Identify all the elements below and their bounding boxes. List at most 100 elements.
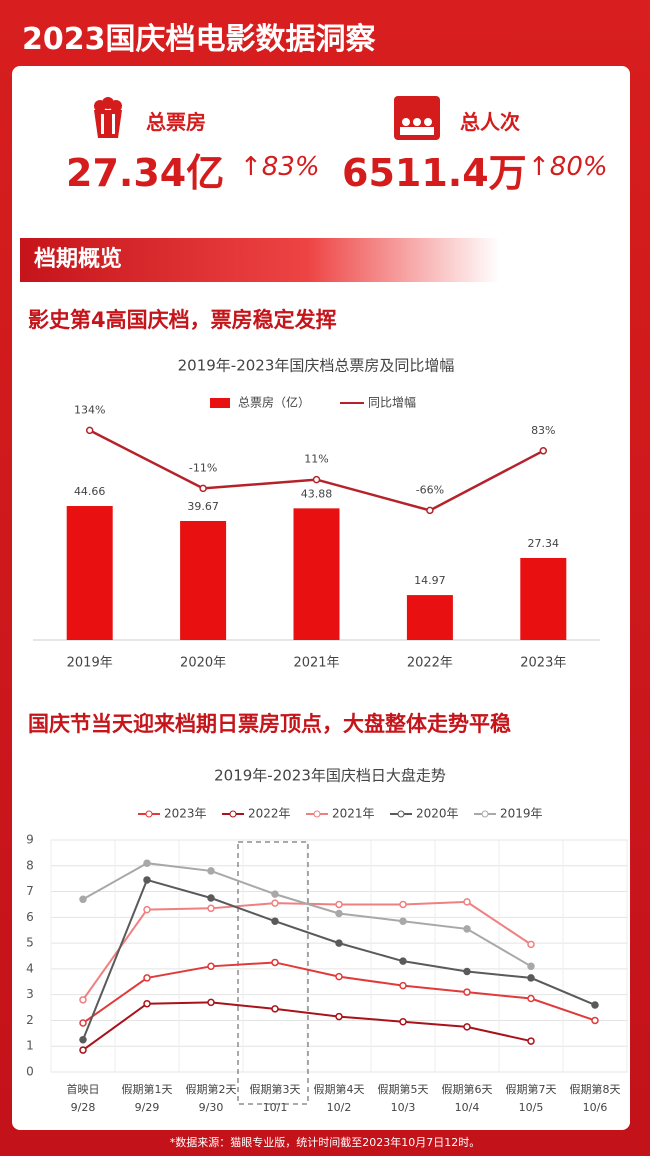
line-point [539, 447, 548, 455]
data-label: 43.88 [301, 487, 333, 500]
line-point [143, 876, 151, 884]
section-header: 档期概览 [20, 238, 500, 282]
line-point [527, 994, 535, 1003]
bar [180, 520, 227, 640]
line-point [591, 1001, 599, 1009]
kpi-change: ↑83% [240, 152, 320, 182]
line-point [463, 988, 471, 996]
popcorn-icon [94, 97, 122, 138]
x-date-label: 10/6 [583, 1101, 608, 1114]
line [82, 862, 532, 968]
line-point [271, 899, 279, 907]
data-label: 39.67 [187, 500, 219, 513]
data-label: 14.97 [414, 574, 446, 587]
line-point [143, 999, 151, 1008]
kpi-change: ↑80% [528, 152, 608, 182]
line-point [143, 974, 151, 982]
line-point [527, 1037, 535, 1045]
theater-icon [394, 96, 440, 140]
legend-label: 2021年 [332, 807, 375, 821]
line-chart: 2019年-2023年国庆档日大盘走势 0 1 2 3 4 5 6 7 8 9 首映日 9/28 假期第1… [26, 767, 628, 1114]
x-tick-label: 2023年 [520, 656, 566, 671]
y-tick-label: 3 [26, 987, 34, 1001]
page-title: 2023国庆档电影数据洞察 [22, 22, 376, 57]
legend-swatch [210, 398, 230, 408]
line-point [85, 426, 94, 435]
line-point [143, 905, 151, 914]
x-date-label: 10/3 [391, 1101, 416, 1114]
y-tick-label: 0 [26, 1065, 34, 1079]
line-point [207, 962, 215, 971]
line-point [527, 974, 535, 982]
kpi-value: 6511.4万 [342, 151, 527, 195]
x-tick-label: 假期第5天 [378, 1082, 429, 1096]
legend-label: 总票房（亿） [238, 395, 310, 410]
x-tick-label: 首映日 [67, 1082, 100, 1096]
line-point [271, 958, 279, 967]
y-tick-label: 7 [26, 884, 34, 898]
footnote: *数据来源：猫眼专业版，统计时间截至2023年10月7日12时。 [169, 1136, 481, 1149]
y-tick-label: 1 [26, 1039, 34, 1053]
bar [66, 506, 113, 640]
line-point [79, 1046, 87, 1054]
data-label: -11% [189, 461, 217, 474]
line-point [79, 895, 87, 904]
line-point [207, 904, 215, 913]
x-tick-label: 假期第3天 [250, 1082, 301, 1096]
bar [293, 508, 340, 640]
legend-swatch [481, 810, 489, 818]
line-point [399, 917, 407, 925]
x-tick-label: 2020年 [180, 656, 226, 671]
legend-label: 2019年 [500, 807, 543, 821]
data-label: 83% [531, 424, 555, 437]
line-point [463, 898, 471, 906]
x-tick-label: 假期第4天 [314, 1082, 365, 1096]
line-point [426, 506, 434, 515]
line-point [335, 900, 343, 909]
line-point [335, 972, 343, 981]
x-tick-label: 2019年 [67, 656, 113, 671]
legend-swatch [313, 810, 321, 818]
chart-title: 2019年-2023年国庆档日大盘走势 [214, 767, 446, 785]
line-point [207, 894, 215, 902]
line-point [399, 1017, 407, 1026]
line-point [591, 1016, 599, 1025]
x-tick-label: 假期第7天 [506, 1082, 557, 1096]
line-point [527, 940, 535, 949]
x-tick-label: 假期第1天 [122, 1082, 173, 1096]
kpi-label: 总人次 [460, 110, 520, 134]
x-tick-label: 假期第6天 [442, 1082, 493, 1096]
x-date-label: 9/30 [199, 1101, 224, 1114]
data-label: 134% [74, 403, 105, 416]
line-point [527, 962, 535, 971]
y-tick-label: 9 [26, 833, 34, 847]
kpi-label: 总票房 [146, 110, 206, 134]
y-tick-label: 8 [26, 858, 34, 872]
x-date-label: 10/4 [455, 1101, 480, 1114]
bar [520, 557, 567, 640]
line-point [79, 1036, 87, 1044]
x-tick-label: 2022年 [407, 656, 453, 671]
line-point [207, 998, 215, 1007]
x-tick-label: 2021年 [293, 656, 339, 671]
line-point [335, 939, 343, 947]
line-point [271, 1005, 279, 1013]
line-point [335, 1012, 343, 1021]
bar [406, 595, 453, 640]
line-point [463, 1023, 471, 1031]
legend-label: 2022年 [248, 807, 291, 821]
line-point [399, 900, 407, 909]
y-tick-label: 2 [26, 1013, 34, 1027]
data-label: -66% [416, 483, 444, 496]
x-date-label: 10/5 [519, 1101, 544, 1114]
data-label: 44.66 [74, 485, 106, 498]
line-point [79, 996, 87, 1004]
line-point [271, 890, 279, 898]
line-point [312, 475, 321, 484]
highlight-box [237, 841, 309, 1105]
line-point [399, 981, 407, 990]
headline: 国庆节当天迎来档期日票房顶点，大盘整体走势平稳 [28, 712, 511, 736]
line-point [463, 967, 471, 976]
line-point [335, 909, 343, 918]
